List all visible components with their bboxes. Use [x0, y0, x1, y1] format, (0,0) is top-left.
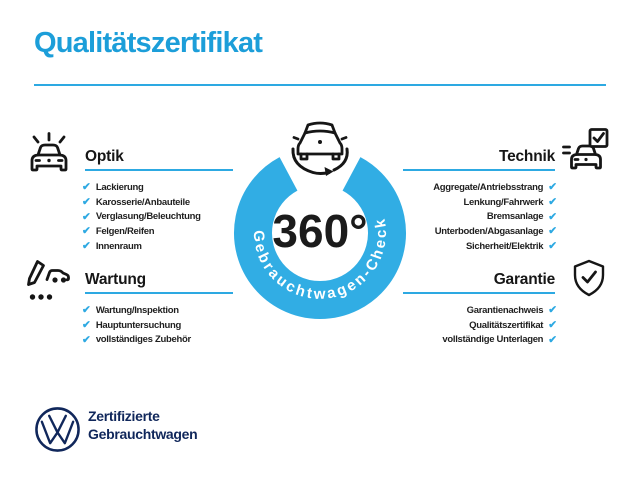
checklist-item-label: Verglasung/Beleuchtung — [95, 211, 201, 223]
checklist-item-label: vollständige Unterlagen — [442, 334, 544, 346]
checklist-item: ✔ Innenraum — [82, 239, 201, 254]
checklist-item-label: Karosserie/Anbauteile — [95, 196, 190, 208]
checklist-item-label: Sicherheit/Elektrik — [465, 240, 544, 252]
check-icon: ✔ — [82, 181, 91, 194]
badge-360: 360° — [272, 205, 367, 257]
brand-claim: Zertifizierte Gebrauchtwagen — [88, 408, 198, 443]
checklist-item-label: vollständiges Zubehör — [95, 334, 191, 346]
360-check-ring: Gebrauchtwagen-Check 360° — [234, 121, 406, 319]
check-icon: ✔ — [548, 318, 557, 331]
checklist-garantie: ✔ Garantienachweis ✔ Qualitätszertifikat ✔ vo… — [442, 303, 557, 347]
checklist-item-label: Felgen/Reifen — [95, 226, 155, 238]
section-title-optik: Optik — [85, 148, 124, 165]
checklist-item: ✔ Lackierung — [82, 180, 201, 195]
checklist-item-label: Innenraum — [95, 240, 142, 252]
checklist-item: ✔ vollständige Unterlagen — [442, 333, 557, 348]
check-icon: ✔ — [82, 195, 91, 208]
section-title-technik: Technik — [498, 148, 555, 165]
section-title-garantie: Garantie — [493, 271, 555, 288]
checklist-item: ✔ vollständiges Zubehör — [82, 333, 191, 348]
checklist-item-label: Aggregate/Antriebsstrang — [433, 181, 544, 193]
check-icon: ✔ — [82, 318, 91, 331]
check-icon: ✔ — [548, 225, 557, 238]
checklist-item: ✔ Karosserie/Anbauteile — [82, 195, 201, 210]
check-icon: ✔ — [82, 225, 91, 238]
checklist-item: ✔ Lenkung/Fahrwerk — [464, 195, 557, 210]
checklist-wartung: ✔ Wartung/Inspektion ✔ Hauptuntersuchung ✔ vo… — [82, 303, 191, 347]
ring-arc — [234, 157, 406, 319]
check-icon: ✔ — [82, 240, 91, 253]
checklist-item-label: Garantienachweis — [466, 304, 544, 316]
check-icon: ✔ — [548, 195, 557, 208]
checklist-optik: ✔ Lackierung ✔ Karosserie/Anbauteile ✔ Vergla… — [82, 180, 201, 254]
checklist-item: ✔ Verglasung/Beleuchtung — [82, 210, 201, 225]
checklist-item: ✔ Hauptuntersuchung — [82, 318, 191, 333]
section-divider-optik — [85, 168, 233, 171]
check-icon: ✔ — [548, 181, 557, 194]
car-checkbox-icon — [562, 128, 609, 170]
section-divider-wartung — [85, 291, 233, 294]
page-title: Qualitätszertifikat — [34, 27, 263, 59]
checklist-item-label: Bremsanlage — [486, 211, 544, 223]
checklist-item-label: Lenkung/Fahrwerk — [463, 196, 544, 208]
checklist-item: ✔ Aggregate/Antriebsstrang — [433, 180, 557, 195]
checklist-item-label: Hauptuntersuchung — [95, 319, 181, 331]
section-title-wartung: Wartung — [85, 271, 146, 288]
check-icon: ✔ — [548, 210, 557, 223]
checklist-item: ✔ Sicherheit/Elektrik — [466, 239, 557, 254]
check-icon: ✔ — [82, 210, 91, 223]
car-shine-icon — [30, 132, 68, 172]
checklist-technik: ✔ Aggregate/Antriebsstrang ✔ Lenkung/Fahrwe… — [433, 180, 557, 254]
check-icon: ✔ — [82, 304, 91, 317]
check-icon: ✔ — [548, 304, 557, 317]
checklist-item: ✔ Qualitätszertifikat — [469, 318, 557, 333]
check-icon: ✔ — [548, 240, 557, 253]
car-rotate-icon — [291, 121, 349, 176]
section-divider-technik — [403, 168, 555, 171]
brand-claim-line1: Zertifizierte — [88, 408, 160, 424]
checklist-item-label: Qualitätszertifikat — [469, 319, 544, 331]
check-icon: ✔ — [82, 333, 91, 346]
service-pen-car-icon — [27, 260, 70, 300]
checklist-item: ✔ Unterboden/Abgasanlage — [435, 224, 557, 239]
checklist-item-label: Lackierung — [95, 181, 144, 193]
section-divider-garantie — [403, 291, 555, 294]
shield-check-icon — [573, 259, 605, 297]
checklist-item: ✔ Felgen/Reifen — [82, 224, 201, 239]
check-icon: ✔ — [548, 333, 557, 346]
checklist-item: ✔ Bremsanlage — [487, 210, 557, 225]
checklist-item-label: Unterboden/Abgasanlage — [434, 226, 544, 238]
checklist-item-label: Wartung/Inspektion — [95, 304, 179, 316]
checklist-item: ✔ Garantienachweis — [467, 303, 557, 318]
title-divider — [34, 83, 606, 86]
brand-claim-line2: Gebrauchtwagen — [88, 425, 198, 442]
checklist-item: ✔ Wartung/Inspektion — [82, 303, 191, 318]
vw-logo — [35, 407, 80, 452]
